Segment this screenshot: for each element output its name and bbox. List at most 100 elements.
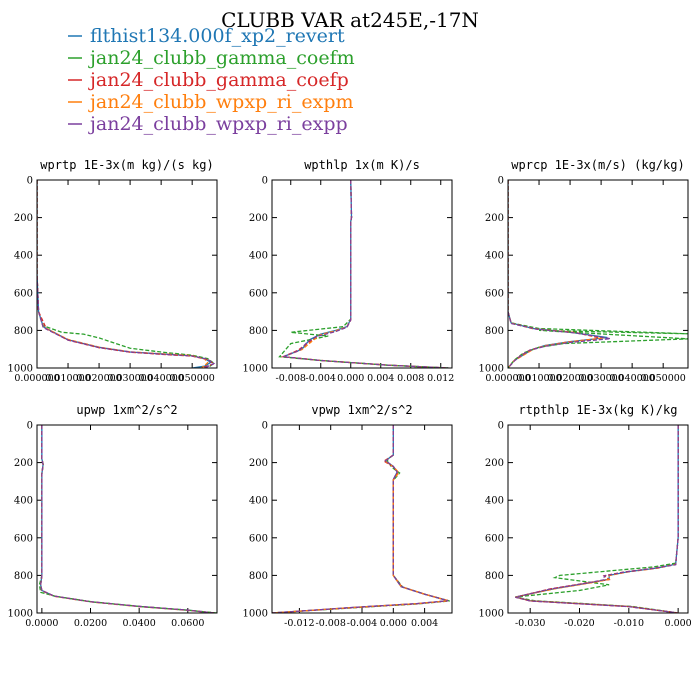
y-tick-label: 400 — [249, 496, 268, 507]
x-tick-label: 0.012 — [427, 373, 454, 384]
series-line — [515, 425, 679, 613]
series-line — [272, 425, 449, 613]
series-line — [508, 180, 611, 368]
panel-title: wprtp 1E-3x(m kg)/(s kg) — [40, 158, 213, 172]
plot-frame — [507, 179, 689, 369]
y-tick-label: 200 — [249, 458, 268, 469]
y-tick-label: 200 — [14, 458, 33, 469]
x-tick-label: -0.008 — [276, 373, 306, 384]
y-tick-label: 200 — [485, 213, 504, 224]
y-tick-label: 800 — [14, 326, 33, 337]
legend-item: jan24_clubb_wpxp_ri_expm — [68, 91, 354, 113]
x-tick-label: 0.0200 — [74, 618, 107, 629]
series-line — [515, 425, 679, 613]
y-tick-label: 0 — [262, 176, 268, 187]
panel-title: vpwp 1xm^2/s^2 — [311, 403, 412, 417]
series-line — [39, 425, 215, 613]
x-tick-label: 0.030000 — [107, 373, 152, 384]
y-tick-label: 800 — [485, 571, 504, 582]
series-group — [38, 425, 217, 613]
x-tick-label: -0.008 — [315, 618, 345, 629]
y-tick-label: 1000 — [8, 364, 33, 375]
legend-label: jan24_clubb_gamma_coefp — [88, 69, 349, 91]
y-tick-label: 200 — [485, 458, 504, 469]
y-tick-label: 800 — [249, 571, 268, 582]
chart-panel: wpthlp 1x(m K)/s 0 200 400 600 800 1000 -0.008-… — [243, 158, 455, 384]
series-line — [283, 180, 449, 368]
x-tick-label: 0.000 — [380, 618, 407, 629]
series-line — [37, 180, 216, 368]
x-tick-label: -0.004 — [306, 373, 336, 384]
panel-title: wprcp 1E-3x(m/s) (kg/kg) — [511, 158, 684, 172]
x-tick-label: -0.030 — [515, 618, 545, 629]
series-line — [508, 180, 688, 368]
legend-item: jan24_clubb_wpxp_ri_expp — [68, 113, 348, 135]
y-tick-label: 600 — [485, 533, 504, 544]
panel-title: upwp 1xm^2/s^2 — [76, 403, 177, 417]
y-tick-label: 800 — [249, 326, 268, 337]
legend-item: jan24_clubb_gamma_coefp — [68, 69, 349, 91]
y-tick-label: 0 — [27, 176, 33, 187]
x-tick-label: 0.010000 — [45, 373, 90, 384]
x-tick-label: 0.008 — [397, 373, 424, 384]
y-tick-label: 0 — [498, 421, 504, 432]
x-tick-label: -0.010 — [614, 618, 644, 629]
series-line — [515, 425, 679, 613]
legend-label: flthist134.000f_xp2_revert — [90, 25, 345, 47]
series-line — [272, 425, 449, 613]
y-tick-label: 0 — [262, 421, 268, 432]
chart-panel: rtpthlp 1E-3x(kg K)/kg02004006008001000-… — [479, 403, 692, 629]
series-line — [39, 425, 215, 613]
y-tick-label: 1000 — [479, 364, 504, 375]
legend-label: jan24_clubb_wpxp_ri_expp — [88, 113, 348, 135]
x-tick-label: 0.010000 — [516, 373, 561, 384]
x-tick-label: -0.020 — [564, 618, 594, 629]
legend-item: flthist134.000f_xp2_revert — [68, 25, 345, 47]
chart-panel: upwp 1xm^2/s^2 0 200 400 600 800 10000.0000 0.0… — [8, 403, 218, 629]
y-tick-label: 1000 — [479, 609, 504, 620]
y-tick-label: 1000 — [243, 364, 268, 375]
y-tick-label: 600 — [485, 288, 504, 299]
y-tick-label: 600 — [14, 533, 33, 544]
series-line — [515, 425, 679, 613]
series-line — [515, 425, 679, 613]
x-tick-label: 0.000000 — [485, 373, 530, 384]
panel-title: wpthlp 1x(m K)/s — [304, 158, 420, 172]
plot-frame — [271, 424, 453, 614]
x-tick-label: 0.0000 — [25, 618, 58, 629]
y-tick-label: 200 — [249, 213, 268, 224]
series-group — [278, 180, 449, 368]
series-group — [508, 180, 688, 368]
y-tick-label: 400 — [14, 496, 33, 507]
x-tick-label: 0.020000 — [547, 373, 592, 384]
y-tick-label: 200 — [14, 213, 33, 224]
legend-label: jan24_clubb_wpxp_ri_expm — [88, 91, 354, 113]
series-line — [37, 180, 209, 368]
plot-frame — [271, 179, 453, 369]
y-tick-label: 400 — [249, 251, 268, 262]
panel-title: rtpthlp 1E-3x(kg K)/kg — [519, 403, 678, 417]
series-line — [37, 180, 215, 368]
series-line — [272, 425, 450, 613]
y-tick-label: 600 — [249, 533, 268, 544]
x-tick-label: 0.030000 — [578, 373, 623, 384]
y-tick-label: 600 — [249, 288, 268, 299]
panels: wprtp 1E-3x(m kg)/(s kg) 0 200 400 600 800 100… — [8, 158, 692, 629]
x-tick-label: 0.020000 — [76, 373, 121, 384]
y-tick-label: 1000 — [243, 609, 268, 620]
x-tick-label: 0.040000 — [609, 373, 654, 384]
x-tick-label: -0.004 — [347, 618, 377, 629]
series-line — [37, 180, 213, 368]
y-tick-label: 1000 — [8, 609, 33, 620]
series-line — [272, 425, 449, 613]
series-group — [272, 425, 450, 613]
figure-title: CLUBB VAR at245E,-17N — [221, 8, 479, 32]
series-line — [39, 425, 215, 613]
x-tick-label: 0.040000 — [138, 373, 183, 384]
x-tick-label: -0.012 — [284, 618, 314, 629]
y-tick-label: 0 — [27, 421, 33, 432]
y-tick-label: 0 — [498, 176, 504, 187]
series-line — [278, 180, 449, 368]
